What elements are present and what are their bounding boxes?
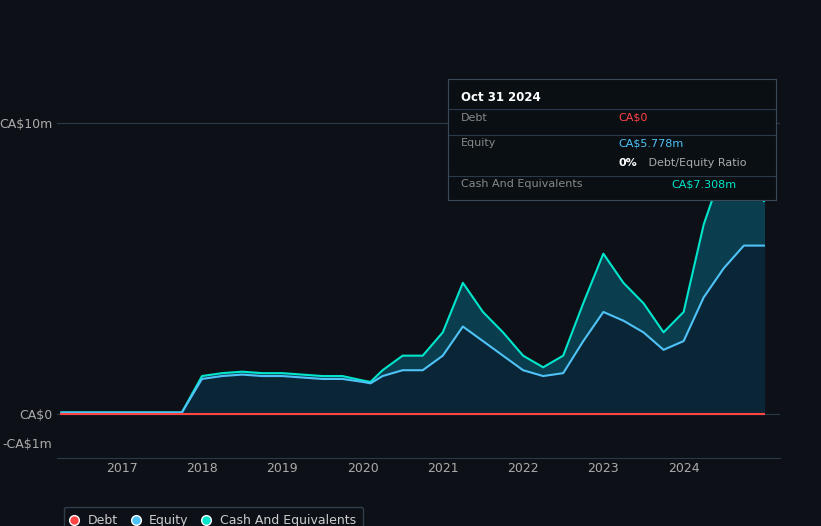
Text: Equity: Equity	[461, 138, 496, 148]
Text: 0%: 0%	[618, 158, 637, 168]
Text: CA$0: CA$0	[618, 113, 648, 123]
Text: Cash And Equivalents: Cash And Equivalents	[461, 179, 582, 189]
Text: CA$7.308m: CA$7.308m	[671, 179, 736, 189]
Text: Debt: Debt	[461, 113, 488, 123]
Text: Debt/Equity Ratio: Debt/Equity Ratio	[644, 158, 746, 168]
Legend: Debt, Equity, Cash And Equivalents: Debt, Equity, Cash And Equivalents	[64, 507, 363, 526]
Text: Oct 31 2024: Oct 31 2024	[461, 91, 540, 104]
Text: CA$5.778m: CA$5.778m	[618, 138, 684, 148]
